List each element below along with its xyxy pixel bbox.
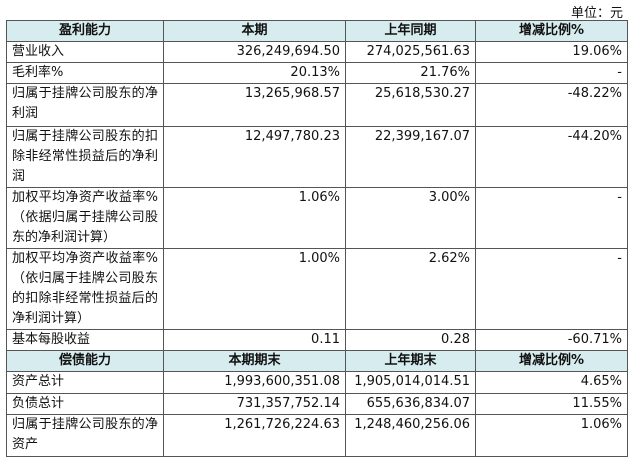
header-cell: 增减比例% xyxy=(475,20,628,42)
value-cell: 1,905,014,014.51 xyxy=(345,371,476,394)
data-row: 加权平均净资产收益率%（依据归属于挂牌公司股东的净利润计算） 1.06% 3.00%… xyxy=(6,187,628,249)
label-cell: 负债总计 xyxy=(6,393,164,415)
header-cell: 盈利能力 xyxy=(6,20,164,42)
header-cell: 偿债能力 xyxy=(6,350,164,372)
value-cell: -60.71% xyxy=(475,329,628,351)
unit-label: 单位：元 xyxy=(570,6,623,21)
value-cell: 1.00% xyxy=(163,248,346,330)
header-row: 偿债能力 本期期末 上年期末 增减比例% xyxy=(6,350,628,372)
data-row: 负债总计 731,357,752.14 655,636,834.07 11.55% xyxy=(6,393,628,415)
label-cell: 资产总计 xyxy=(6,371,164,394)
label-cell: 加权平均净资产收益率%（依据归属于挂牌公司股东的净利润计算） xyxy=(6,187,164,249)
value-cell: 12,497,780.23 xyxy=(163,126,346,188)
header-cell: 本期 xyxy=(163,20,346,42)
value-cell: 25,618,530.27 xyxy=(345,83,476,127)
data-row: 归属于挂牌公司股东的净资产 1,261,726,224.63 1,248,460,2… xyxy=(6,414,628,457)
value-cell: - xyxy=(475,248,628,330)
value-cell: 326,249,694.50 xyxy=(163,41,346,63)
label-cell: 加权平均净资产收益率%（依归属于挂牌公司股东的扣除非经常性损益后的净利润计算） xyxy=(6,248,164,330)
value-cell: 3.00% xyxy=(345,187,476,249)
label-cell: 归属于挂牌公司股东的净利润 xyxy=(6,83,164,127)
header-cell: 上年期末 xyxy=(345,350,476,372)
data-row: 营业收入 326,249,694.50 274,025,561.63 19.06% xyxy=(6,41,628,63)
header-cell: 本期期末 xyxy=(163,350,346,372)
data-row: 加权平均净资产收益率%（依归属于挂牌公司股东的扣除非经常性损益后的净利润计算） 1… xyxy=(6,248,628,330)
value-cell: 19.06% xyxy=(475,41,628,63)
value-cell: 13,265,968.57 xyxy=(163,83,346,127)
data-row: 资产总计 1,993,600,351.08 1,905,014,014.51 4.65… xyxy=(6,371,628,394)
header-cell: 上年同期 xyxy=(345,20,476,42)
value-cell: 21.76% xyxy=(345,62,476,84)
value-cell: 22,399,167.07 xyxy=(345,126,476,188)
label-cell: 归属于挂牌公司股东的扣除非经常性损益后的净利润 xyxy=(6,126,164,188)
value-cell: 1.06% xyxy=(475,414,628,457)
value-cell: 1,248,460,256.06 xyxy=(345,414,476,457)
data-row: 归属于挂牌公司股东的扣除非经常性损益后的净利润 12,497,780.23 22,3… xyxy=(6,126,628,188)
financial-table: 盈利能力 本期 上年同期 增减比例% 营业收入 326,249,694.50 274,025… xyxy=(6,20,628,457)
value-cell: -48.22% xyxy=(475,83,628,127)
label-cell: 毛利率% xyxy=(6,62,164,84)
data-row: 归属于挂牌公司股东的净利润 13,265,968.57 25,618,530.27-… xyxy=(6,83,628,127)
value-cell: 2.62% xyxy=(345,248,476,330)
value-cell: 0.28 xyxy=(345,329,476,351)
header-row: 盈利能力 本期 上年同期 增减比例% xyxy=(6,20,628,42)
data-row: 基本每股收益 0.11 0.28 -60.71% xyxy=(6,329,628,351)
value-cell: 1,261,726,224.63 xyxy=(163,414,346,457)
value-cell: 274,025,561.63 xyxy=(345,41,476,63)
value-cell: -44.20% xyxy=(475,126,628,188)
data-row: 毛利率% 20.13% 21.76% - xyxy=(6,62,628,84)
value-cell: 731,357,752.14 xyxy=(163,393,346,415)
value-cell: 655,636,834.07 xyxy=(345,393,476,415)
value-cell: 20.13% xyxy=(163,62,346,84)
value-cell: 1,993,600,351.08 xyxy=(163,371,346,394)
value-cell: 4.65% xyxy=(475,371,628,394)
label-cell: 基本每股收益 xyxy=(6,329,164,351)
value-cell: - xyxy=(475,62,628,84)
label-cell: 营业收入 xyxy=(6,41,164,63)
value-cell: 0.11 xyxy=(163,329,346,351)
label-cell: 归属于挂牌公司股东的净资产 xyxy=(6,414,164,457)
value-cell: - xyxy=(475,187,628,249)
header-cell: 增减比例% xyxy=(475,350,628,372)
value-cell: 11.55% xyxy=(475,393,628,415)
value-cell: 1.06% xyxy=(163,187,346,249)
